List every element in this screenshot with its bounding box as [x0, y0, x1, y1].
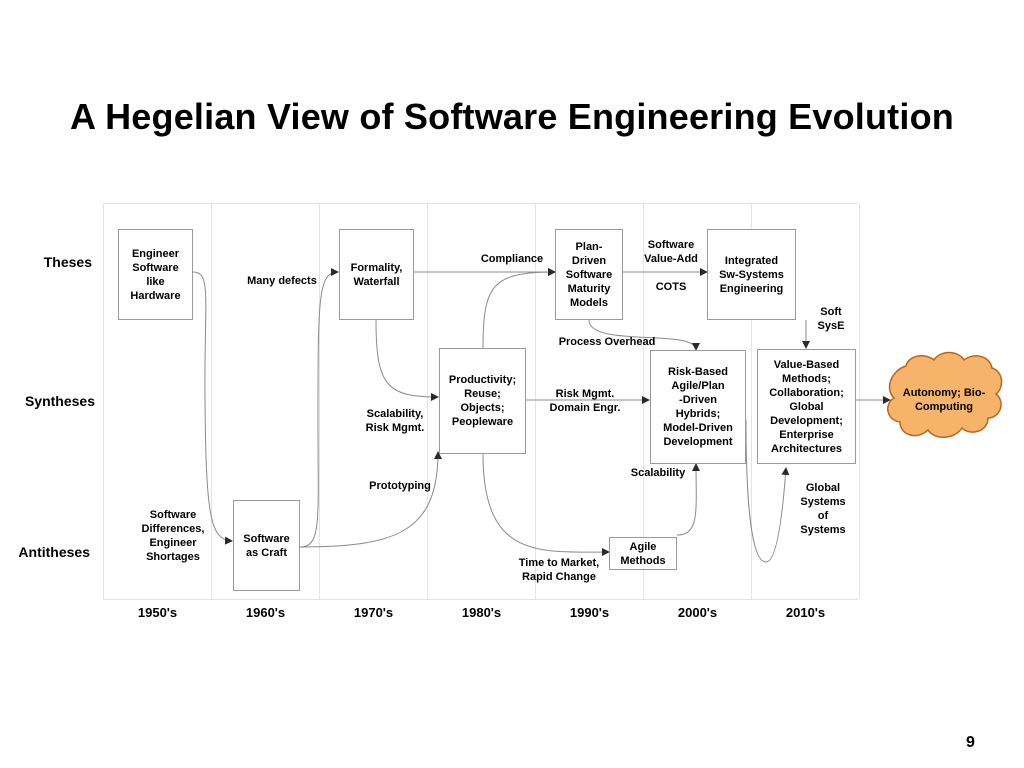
box-value-based-methods: Value-Based Methods; Collaboration; Glob… — [757, 349, 856, 464]
autonomy-cloud-label: Autonomy; Bio- Computing — [902, 387, 986, 413]
label-scalability-risk-mgmt: Scalability, Risk Mgmt. — [365, 408, 425, 434]
box-engineer-software-like-hardware: Engineer Software like Hardware — [118, 229, 193, 320]
label-soft-syse: Soft SysE — [817, 306, 845, 332]
box-risk-based-hybrids: Risk-Based Agile/Plan -Driven Hybrids; M… — [650, 350, 746, 464]
grid-top-line — [103, 203, 858, 204]
page-title: A Hegelian View of Software Engineering … — [70, 96, 954, 137]
decade-label: 1970's — [353, 605, 394, 620]
era-column-2010s — [751, 203, 860, 599]
label-software-differences: Software Differences, Engineer Shortages — [141, 509, 205, 563]
decade-label: 1990's — [569, 605, 610, 620]
box-agile-methods: Agile Methods — [609, 537, 677, 570]
grid-bottom-line — [103, 599, 858, 600]
page-number: 9 — [966, 734, 975, 751]
row-label-antitheses: Antitheses — [18, 544, 90, 560]
era-column-1980s — [427, 203, 535, 599]
decade-label: 1980's — [461, 605, 502, 620]
box-formality-waterfall: Formality, Waterfall — [339, 229, 414, 320]
era-column-1950s — [103, 203, 211, 599]
decade-label: 2010's — [785, 605, 826, 620]
label-compliance: Compliance — [480, 253, 544, 265]
row-label-theses: Theses — [43, 254, 92, 270]
label-cots: COTS — [655, 281, 687, 293]
label-software-value-add: Software Value-Add — [644, 239, 698, 265]
box-integrated-sw-systems-engineering: Integrated Sw-Systems Engineering — [707, 229, 796, 320]
decade-label: 1960's — [245, 605, 286, 620]
label-scalability: Scalability — [630, 467, 686, 479]
label-risk-mgmt-domain-engr: Risk Mgmt. Domain Engr. — [549, 388, 621, 414]
era-column-1970s — [319, 203, 427, 599]
box-plan-driven-maturity-models: Plan- Driven Software Maturity Models — [555, 229, 623, 320]
decade-label: 1950's — [137, 605, 178, 620]
era-column-1990s — [535, 203, 643, 599]
label-many-defects: Many defects — [247, 275, 317, 287]
cloud-shape — [887, 351, 1003, 438]
label-time-to-market: Time to Market, Rapid Change — [518, 557, 600, 583]
row-label-syntheses: Syntheses — [24, 393, 95, 409]
decade-label: 2000's — [677, 605, 718, 620]
label-process-overhead: Process Overhead — [558, 336, 656, 348]
label-prototyping: Prototyping — [369, 480, 431, 492]
label-global-systems-of-systems: Global Systems of Systems — [800, 482, 846, 536]
era-column-1960s — [211, 203, 319, 599]
box-software-as-craft: Software as Craft — [233, 500, 300, 591]
box-productivity-reuse: Productivity; Reuse; Objects; Peopleware — [439, 348, 526, 454]
